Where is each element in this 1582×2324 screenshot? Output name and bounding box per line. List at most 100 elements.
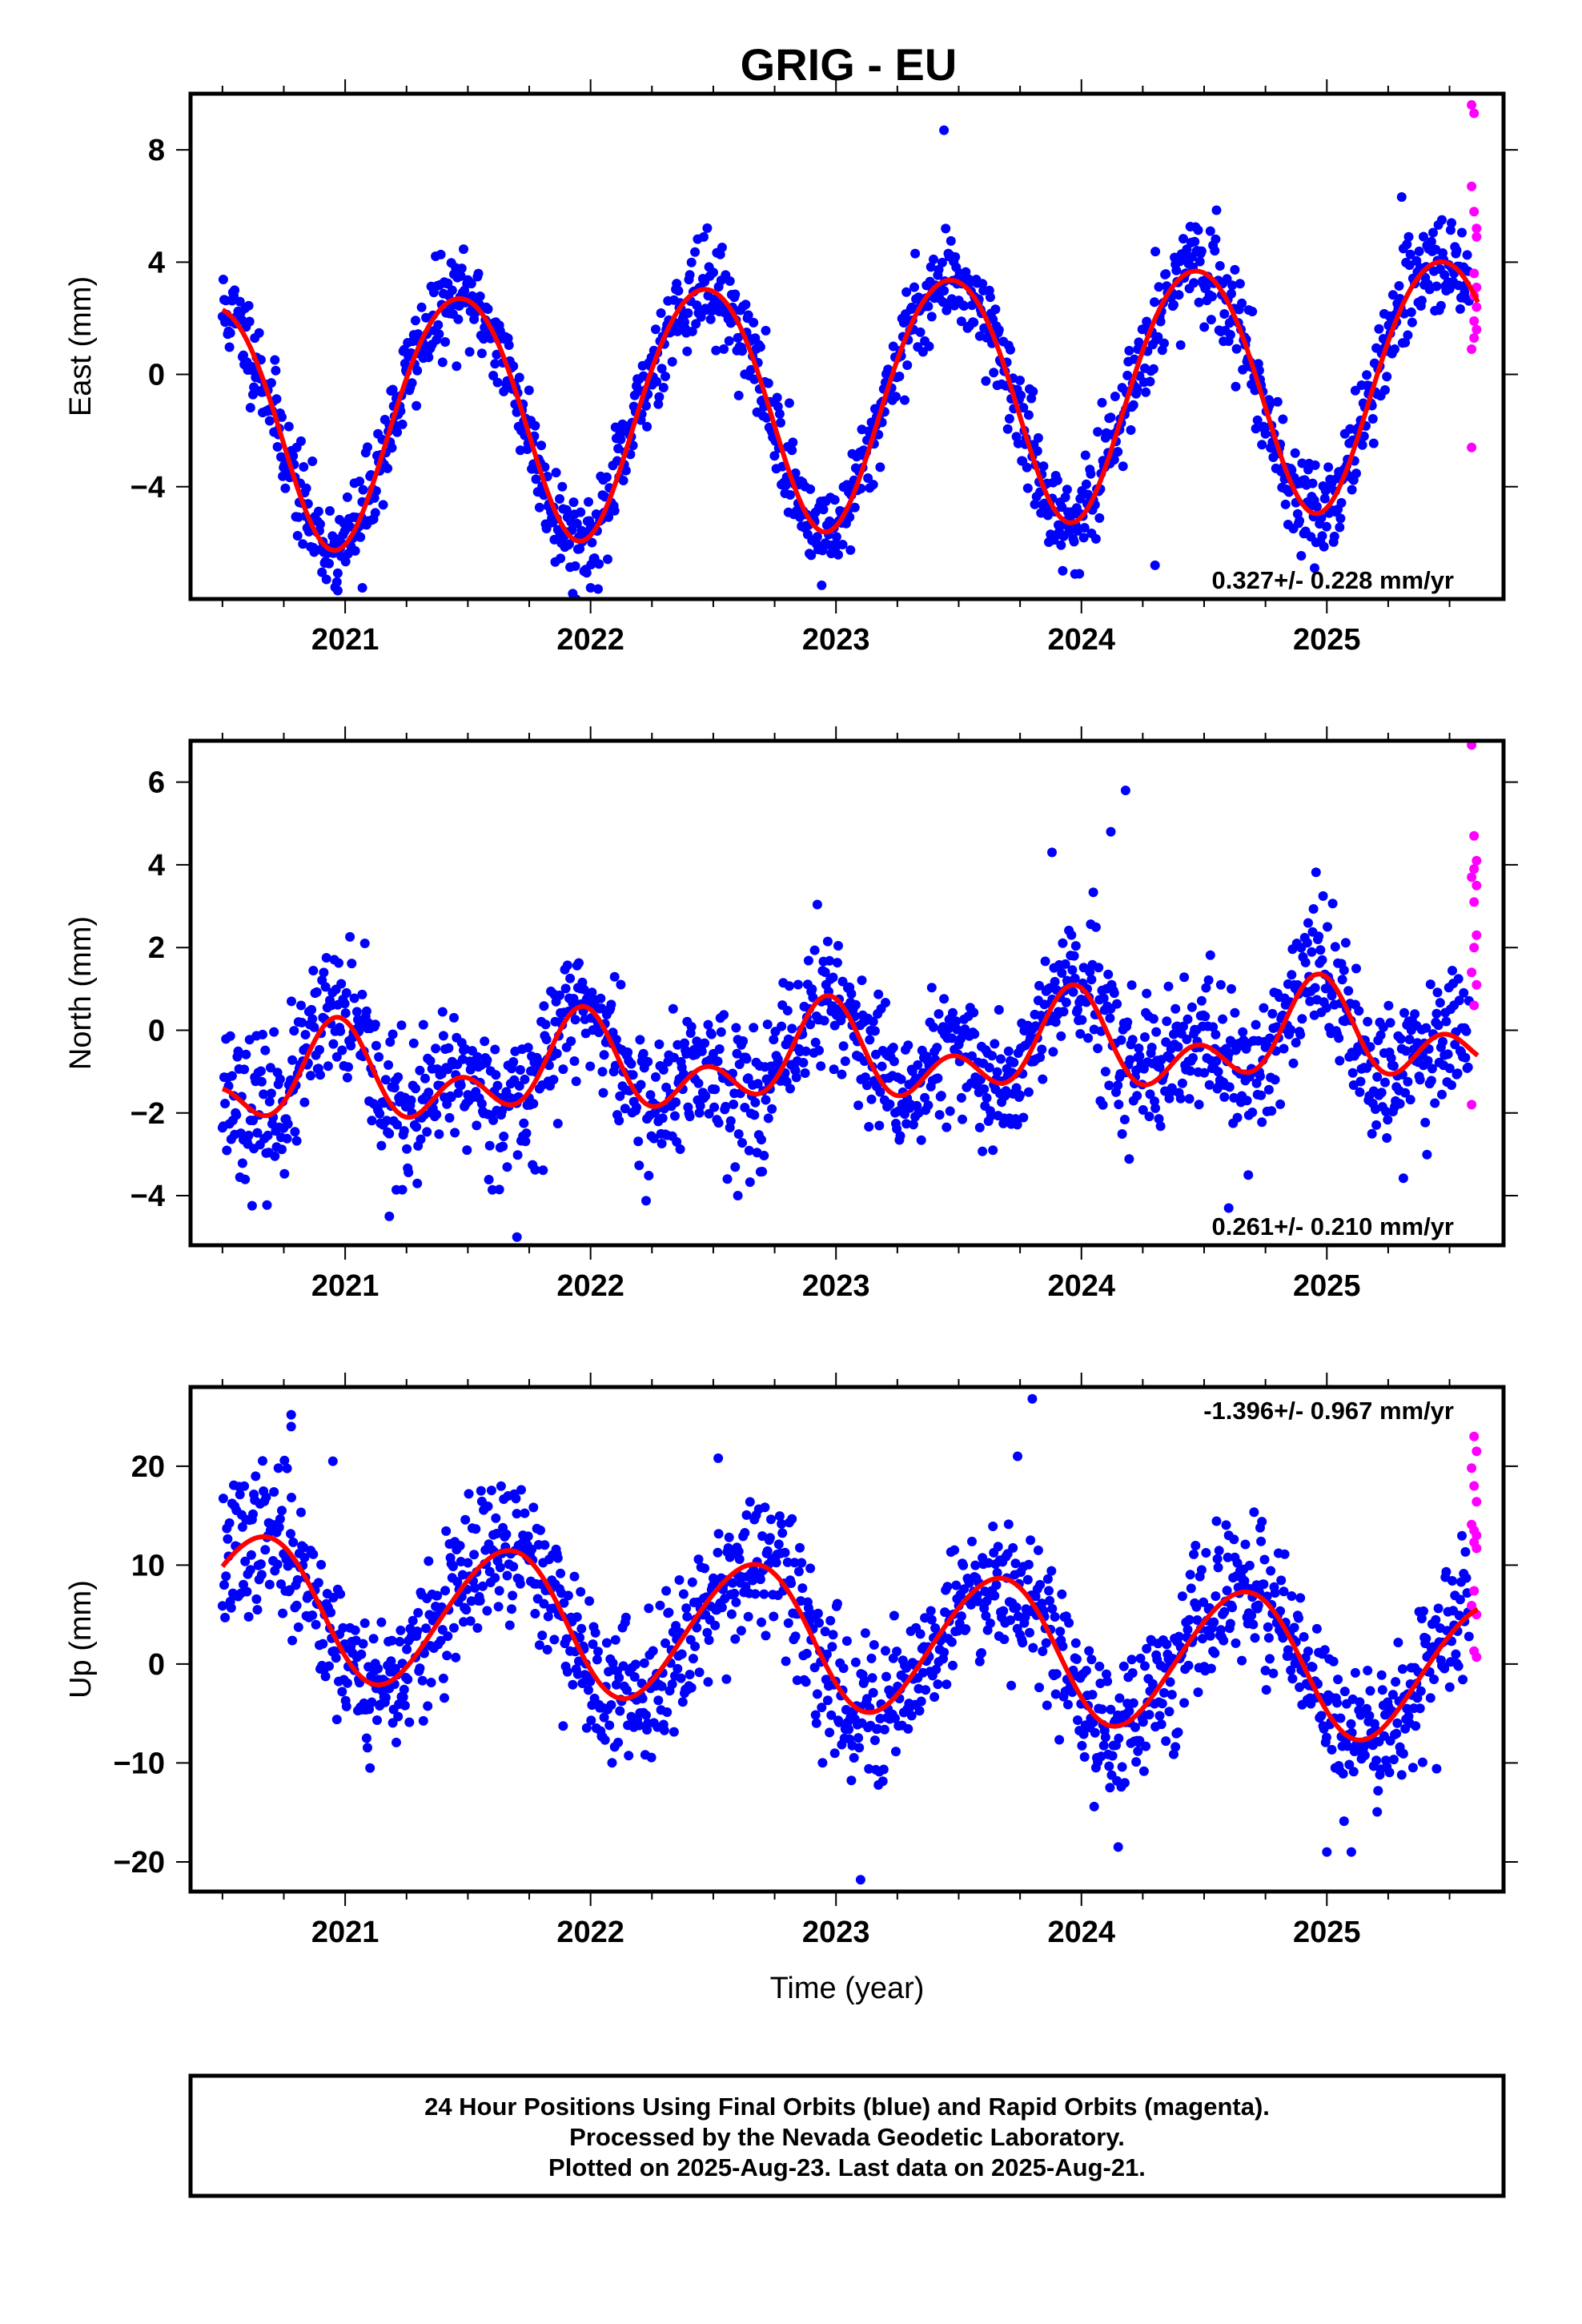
- final-data-point: [1406, 307, 1416, 317]
- final-data-point: [1154, 282, 1164, 292]
- final-data-point: [784, 398, 794, 408]
- x-tick-label: 2021: [311, 623, 379, 657]
- final-data-point: [697, 1046, 707, 1056]
- final-data-point: [1394, 281, 1404, 291]
- final-data-point: [239, 1481, 250, 1491]
- final-data-point: [350, 545, 360, 556]
- final-data-point: [837, 540, 848, 549]
- final-data-point: [407, 378, 417, 388]
- final-data-point: [717, 243, 727, 252]
- final-data-point: [254, 328, 264, 338]
- final-data-point: [1414, 246, 1424, 256]
- final-data-point: [609, 505, 620, 516]
- rapid-data-point: [1469, 1481, 1480, 1491]
- final-data-point: [218, 275, 228, 284]
- final-data-point: [930, 1623, 941, 1633]
- final-data-point: [1347, 1068, 1358, 1078]
- final-data-point: [1027, 1393, 1038, 1404]
- final-data-point: [237, 1522, 247, 1532]
- x-axis-ticks: [221, 726, 1451, 1260]
- rapid-data-point: [1472, 223, 1482, 234]
- final-data-point: [1179, 972, 1190, 983]
- final-data-point: [287, 996, 296, 1007]
- final-data-point: [656, 1681, 667, 1691]
- final-data-point: [335, 1589, 346, 1599]
- final-data-point: [759, 1589, 769, 1599]
- final-data-point: [772, 392, 782, 403]
- final-data-point: [1135, 1653, 1146, 1663]
- final-data-point: [1362, 370, 1372, 380]
- final-data-point: [392, 1120, 403, 1130]
- final-data-point: [1355, 1710, 1366, 1720]
- final-data-point: [704, 1635, 714, 1645]
- final-data-point: [731, 1597, 741, 1607]
- final-data-point: [492, 349, 502, 360]
- x-tick-label: 2023: [802, 623, 870, 657]
- final-data-point: [1355, 1087, 1365, 1097]
- rapid-data-point: [1472, 1543, 1482, 1554]
- final-data-point: [476, 1099, 487, 1109]
- final-data-point: [1070, 941, 1081, 951]
- final-data-point: [422, 1127, 432, 1137]
- final-data-point: [1428, 227, 1438, 238]
- final-data-point: [1398, 1173, 1408, 1184]
- final-data-point: [664, 1607, 674, 1618]
- final-data-point: [691, 319, 701, 329]
- final-data-point: [1398, 1748, 1408, 1759]
- final-data-point: [472, 1622, 483, 1633]
- final-data-point: [1335, 1713, 1346, 1723]
- final-data-point: [1314, 931, 1324, 942]
- final-data-point: [1113, 1080, 1123, 1091]
- final-data-point: [376, 1140, 387, 1151]
- final-data-point: [1058, 1641, 1068, 1651]
- final-data-point: [327, 1456, 338, 1466]
- final-data-point: [991, 1580, 1002, 1590]
- final-data-point: [787, 445, 797, 456]
- final-data-point: [391, 1737, 401, 1747]
- final-data-point: [293, 512, 303, 522]
- final-data-point: [740, 1528, 750, 1538]
- final-data-point: [1329, 531, 1339, 541]
- final-data-point: [552, 1553, 563, 1563]
- final-data-point: [1208, 1022, 1219, 1032]
- final-data-point: [1457, 1530, 1467, 1541]
- final-data-point: [1026, 1032, 1036, 1043]
- final-data-point: [678, 1589, 689, 1599]
- y-tick-label: −10: [114, 1747, 165, 1780]
- final-data-point: [1094, 1661, 1105, 1671]
- rapid-data-point: [1472, 880, 1482, 891]
- x-tick-label: 2024: [1047, 1916, 1115, 1949]
- final-data-point: [1074, 569, 1085, 579]
- final-data-point: [769, 451, 780, 461]
- final-data-point: [237, 1158, 247, 1168]
- final-data-point: [937, 257, 947, 267]
- final-data-point: [361, 1006, 371, 1016]
- final-data-point: [1023, 410, 1034, 420]
- final-data-point: [789, 1558, 800, 1568]
- final-data-point: [653, 1695, 664, 1706]
- final-data-point: [661, 1638, 670, 1648]
- final-data-point: [807, 984, 817, 995]
- final-data-point: [374, 1051, 384, 1062]
- final-data-point: [540, 1540, 550, 1550]
- final-data-point: [1206, 1663, 1216, 1674]
- final-data-point: [442, 1099, 452, 1109]
- final-data-point: [1078, 533, 1089, 543]
- final-data-point: [821, 1649, 832, 1659]
- final-data-point: [508, 361, 519, 372]
- final-data-point: [1075, 1029, 1086, 1039]
- final-data-point: [324, 558, 334, 569]
- final-data-point: [437, 1007, 448, 1017]
- final-data-point: [1042, 1574, 1053, 1584]
- final-data-point: [782, 1557, 793, 1567]
- final-data-point: [1256, 1536, 1267, 1546]
- final-data-point: [733, 1546, 744, 1557]
- final-data-point: [888, 1043, 898, 1052]
- final-data-point: [777, 1528, 788, 1538]
- final-data-point: [1260, 428, 1271, 439]
- final-data-point: [1321, 521, 1331, 532]
- footer-line-2: Processed by the Nevada Geodetic Laborat…: [569, 2123, 1125, 2151]
- final-data-point: [1145, 376, 1155, 387]
- final-data-point: [1433, 1603, 1443, 1614]
- final-data-point: [1453, 974, 1464, 984]
